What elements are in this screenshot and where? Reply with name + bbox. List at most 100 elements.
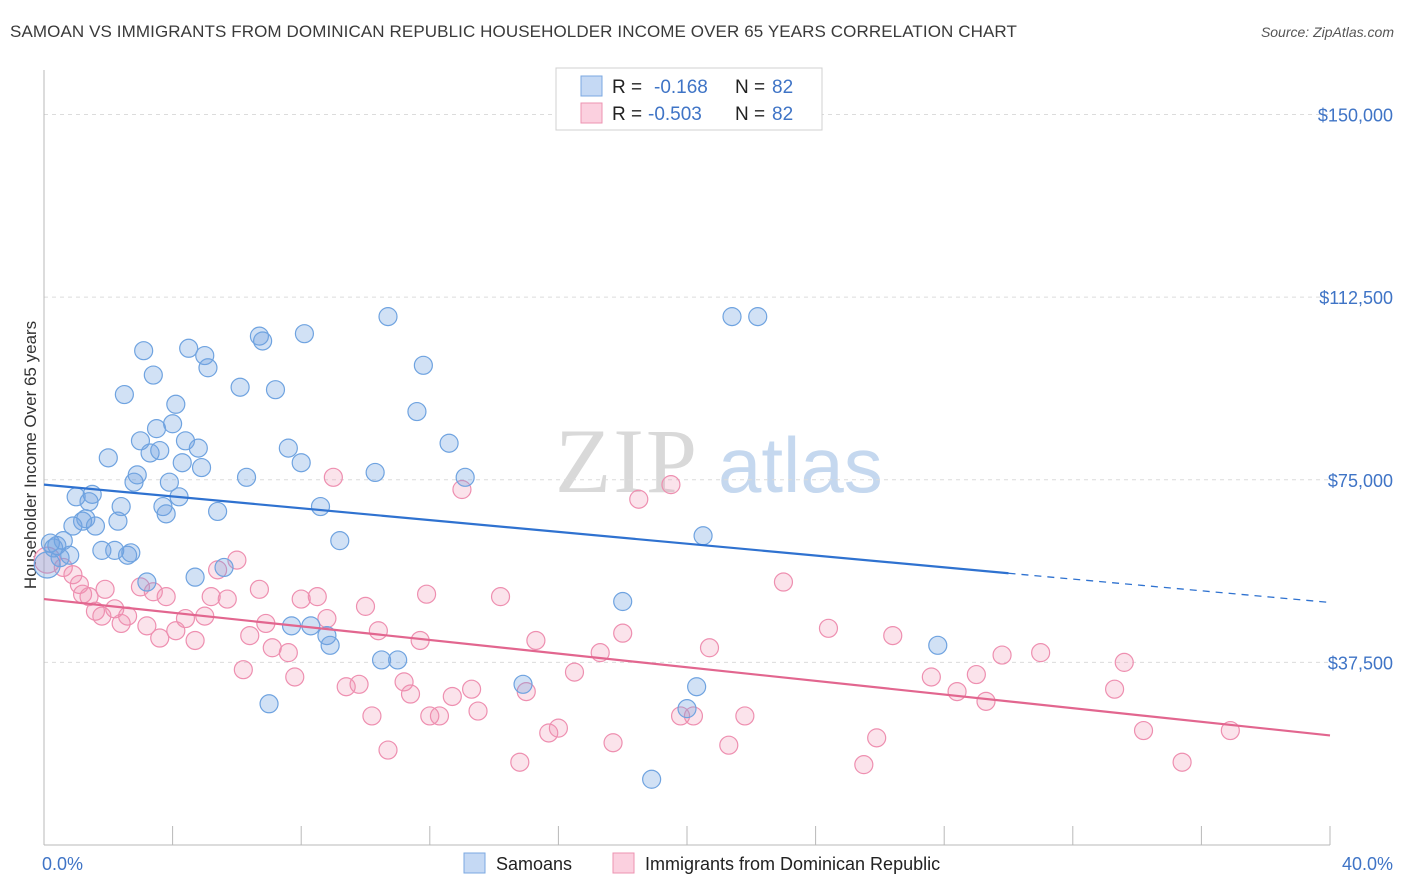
dominican-point-76 xyxy=(966,664,986,685)
dominican-point-19 xyxy=(185,630,205,651)
y-tick-label-3: $150,000 xyxy=(1318,106,1393,126)
samoans-point-64 xyxy=(378,307,398,327)
samoans-point-40 xyxy=(185,567,205,587)
bottom-legend-label-samoans: Samoans xyxy=(496,854,572,874)
dominican-point-23 xyxy=(217,589,237,609)
dominican-point-15 xyxy=(150,628,170,648)
dominican-point-27 xyxy=(249,579,270,599)
samoans-point-28 xyxy=(143,365,163,385)
samoans-point-76 xyxy=(722,307,742,327)
samoans-point-6 xyxy=(60,545,80,565)
dominican-point-14 xyxy=(143,582,163,602)
dominican-point-25 xyxy=(233,660,253,680)
dominican-point-57 xyxy=(548,718,569,738)
series-samoans-points xyxy=(33,307,948,789)
dominican-point-74 xyxy=(921,667,941,687)
samoans-point-60 xyxy=(320,635,340,655)
samoans-point-19 xyxy=(114,384,134,405)
dominican-point-56 xyxy=(539,723,559,743)
dominican-point-2 xyxy=(63,565,83,585)
dominican-point-29 xyxy=(262,638,282,658)
dominican-point-55 xyxy=(526,630,546,651)
samoans-point-53 xyxy=(278,438,298,458)
samoans-point-25 xyxy=(134,341,154,361)
samoans-point-51 xyxy=(259,694,279,714)
samoans-point-48 xyxy=(236,467,257,487)
dominican-point-11 xyxy=(117,606,138,626)
samoans-point-77 xyxy=(748,307,768,327)
samoans-point-67 xyxy=(413,355,433,375)
dominican-point-43 xyxy=(400,684,421,704)
x-tick-label-max: 40.0% xyxy=(1342,854,1393,874)
top-legend: R = -0.168 N = 82 R = -0.503 N = 82 xyxy=(555,67,823,131)
samoans-point-46 xyxy=(214,557,234,578)
samoans-point-78 xyxy=(928,635,948,655)
dominican-point-53 xyxy=(510,752,530,772)
y-axis-label: Householder Income Over 65 years xyxy=(21,321,40,589)
legend-swatch-samoans xyxy=(580,75,603,97)
dominican-point-73 xyxy=(883,625,903,646)
dominican-point-50 xyxy=(461,679,482,699)
samoans-point-41 xyxy=(188,438,208,458)
samoans-point-42 xyxy=(191,457,212,478)
dominican-point-66 xyxy=(699,638,720,658)
dominican-point-46 xyxy=(420,706,440,726)
legend-n-label-dominican: N = xyxy=(735,104,765,125)
dominican-point-39 xyxy=(362,706,382,726)
watermark-atlas: atlas xyxy=(718,421,883,509)
dominican-point-78 xyxy=(992,645,1012,665)
dominican-point-38 xyxy=(355,596,376,616)
dominican-point-49 xyxy=(452,479,472,500)
watermark-zip: ZIP xyxy=(555,410,699,512)
dominican-point-47 xyxy=(429,706,450,726)
samoans-point-33 xyxy=(159,472,179,492)
samoans-point-23 xyxy=(127,465,147,485)
dominican-point-63 xyxy=(661,475,681,495)
samoans-point-70 xyxy=(513,674,533,694)
samoans-point-17 xyxy=(108,511,128,531)
samoans-point-43 xyxy=(195,345,215,366)
legend-n-value-samoans: 82 xyxy=(772,77,793,98)
trend-line-samoans-extension xyxy=(1008,572,1331,604)
samoans-point-63 xyxy=(371,650,392,670)
dominican-point-81 xyxy=(1114,652,1134,672)
samoans-point-9 xyxy=(72,511,93,531)
dominican-point-71 xyxy=(854,755,874,775)
dominican-point-58 xyxy=(564,662,585,682)
samoans-point-73 xyxy=(677,699,697,719)
trend-line-dominican xyxy=(43,597,1331,737)
dominican-point-16 xyxy=(156,587,176,607)
samoans-point-69 xyxy=(455,467,475,487)
samoans-point-21 xyxy=(121,543,141,563)
samoans-point-72 xyxy=(642,769,662,789)
dominican-point-26 xyxy=(240,625,260,646)
dominican-point-30 xyxy=(278,643,298,663)
samoans-point-56 xyxy=(294,324,315,344)
dominican-point-69 xyxy=(773,572,794,592)
dominican-point-51 xyxy=(468,701,488,721)
dominican-point-21 xyxy=(201,587,221,607)
samoans-point-75 xyxy=(693,526,713,546)
samoans-point-15 xyxy=(98,448,118,468)
samoans-point-20 xyxy=(117,545,138,565)
legend-n-value-dominican: 82 xyxy=(772,104,793,125)
dominican-point-70 xyxy=(818,618,839,638)
dominican-point-52 xyxy=(490,587,511,607)
legend-r-label-dominican: R = xyxy=(612,104,642,125)
samoans-point-37 xyxy=(172,453,192,473)
samoans-point-13 xyxy=(85,516,106,536)
bottom-legend: Samoans Immigrants from Dominican Republ… xyxy=(463,852,940,874)
dominican-point-37 xyxy=(349,674,369,694)
legend-r-value-dominican: -0.503 xyxy=(648,104,702,125)
samoans-point-58 xyxy=(310,496,331,517)
samoans-point-35 xyxy=(166,394,186,414)
dominican-point-10 xyxy=(111,613,131,634)
samoans-point-39 xyxy=(179,338,199,358)
dominican-point-42 xyxy=(394,672,414,692)
legend-r-value-samoans: -0.168 xyxy=(654,77,708,98)
dominican-point-61 xyxy=(613,623,633,643)
samoans-point-34 xyxy=(163,414,183,434)
series-dominican-points xyxy=(33,467,1240,775)
samoans-point-71 xyxy=(613,591,633,612)
samoans-point-52 xyxy=(265,380,286,400)
